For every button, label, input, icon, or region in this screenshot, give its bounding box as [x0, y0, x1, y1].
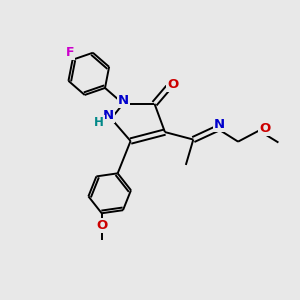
Text: N: N [214, 118, 225, 130]
Text: O: O [96, 219, 107, 232]
Text: H: H [94, 116, 103, 129]
Text: N: N [118, 94, 129, 106]
Text: O: O [259, 122, 271, 135]
Text: F: F [66, 46, 74, 59]
Text: N: N [103, 109, 114, 122]
Text: O: O [167, 78, 178, 91]
